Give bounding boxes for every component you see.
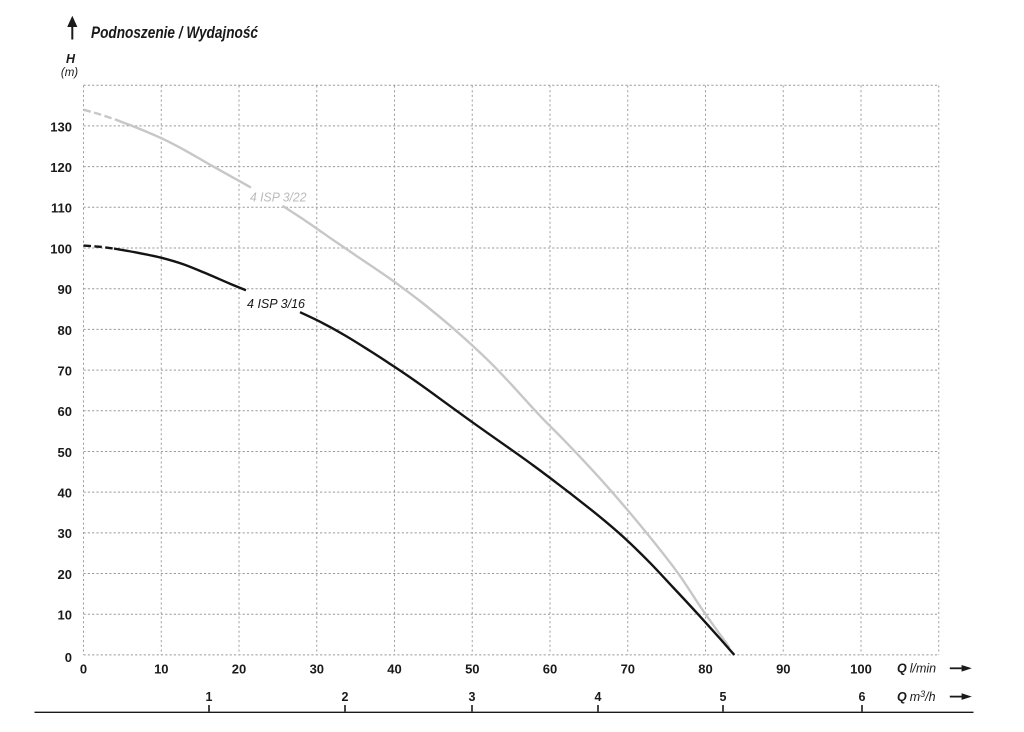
svg-text:110: 110: [51, 201, 72, 216]
svg-text:60: 60: [543, 661, 557, 676]
svg-text:3: 3: [469, 690, 476, 704]
svg-text:0: 0: [65, 650, 72, 665]
svg-text:(m): (m): [61, 67, 78, 79]
svg-text:4: 4: [595, 690, 602, 704]
svg-text:Ql/min: Ql/min: [897, 662, 936, 676]
svg-text:100: 100: [50, 241, 72, 256]
svg-text:20: 20: [232, 661, 246, 676]
svg-text:80: 80: [698, 661, 712, 676]
svg-text:40: 40: [58, 486, 72, 501]
svg-text:5: 5: [720, 690, 727, 704]
svg-text:90: 90: [58, 282, 72, 297]
svg-text:70: 70: [621, 661, 635, 676]
svg-text:30: 30: [310, 661, 324, 676]
svg-text:10: 10: [154, 661, 168, 676]
svg-text:Podnoszenie / Wydajność: Podnoszenie / Wydajność: [91, 24, 259, 42]
svg-text:90: 90: [776, 661, 790, 676]
svg-text:120: 120: [50, 160, 72, 175]
svg-text:10: 10: [58, 608, 72, 623]
svg-text:50: 50: [465, 661, 479, 676]
svg-text:6: 6: [859, 690, 866, 704]
svg-text:Qm3/h: Qm3/h: [897, 689, 936, 704]
svg-text:50: 50: [58, 445, 72, 460]
svg-text:80: 80: [58, 323, 72, 338]
svg-text:0: 0: [80, 661, 87, 676]
svg-text:H: H: [66, 52, 76, 66]
svg-text:4 ISP 3/16: 4 ISP 3/16: [247, 296, 306, 311]
svg-text:70: 70: [58, 364, 72, 379]
svg-text:1: 1: [206, 690, 213, 704]
svg-text:20: 20: [58, 567, 72, 582]
svg-text:100: 100: [850, 661, 872, 676]
svg-text:60: 60: [58, 404, 72, 419]
svg-text:40: 40: [387, 661, 401, 676]
svg-text:2: 2: [342, 690, 349, 704]
svg-text:130: 130: [50, 119, 72, 134]
svg-text:30: 30: [58, 526, 72, 541]
svg-text:4 ISP 3/22: 4 ISP 3/22: [250, 190, 307, 205]
